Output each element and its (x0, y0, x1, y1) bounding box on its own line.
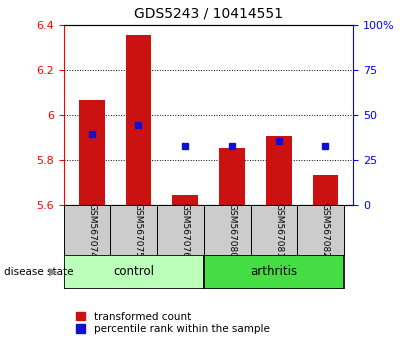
Bar (313, 175, 338, 205)
Text: GSM567076: GSM567076 (181, 202, 190, 258)
Text: GSM567080: GSM567080 (227, 202, 236, 258)
Bar (172, 195, 198, 205)
Bar (64, 205, 111, 255)
Bar (111, 205, 157, 255)
Bar (219, 148, 245, 205)
Bar (64, 255, 204, 289)
Text: control: control (113, 265, 154, 278)
Text: GSM567075: GSM567075 (134, 202, 143, 258)
Bar (204, 205, 251, 255)
Legend: transformed count, percentile rank within the sample: transformed count, percentile rank withi… (76, 312, 270, 334)
Bar (126, 35, 151, 205)
Bar (251, 205, 298, 255)
Bar (157, 205, 204, 255)
Bar (298, 205, 344, 255)
Bar (79, 101, 104, 205)
Text: GSM567082: GSM567082 (321, 202, 330, 258)
Text: GSM567074: GSM567074 (87, 202, 96, 258)
Bar (204, 255, 344, 289)
Text: arthritis: arthritis (250, 265, 298, 278)
Text: disease state: disease state (4, 267, 74, 277)
Title: GDS5243 / 10414551: GDS5243 / 10414551 (134, 7, 283, 21)
Bar (266, 137, 291, 205)
Text: ▶: ▶ (49, 267, 58, 277)
Text: GSM567081: GSM567081 (274, 202, 283, 258)
